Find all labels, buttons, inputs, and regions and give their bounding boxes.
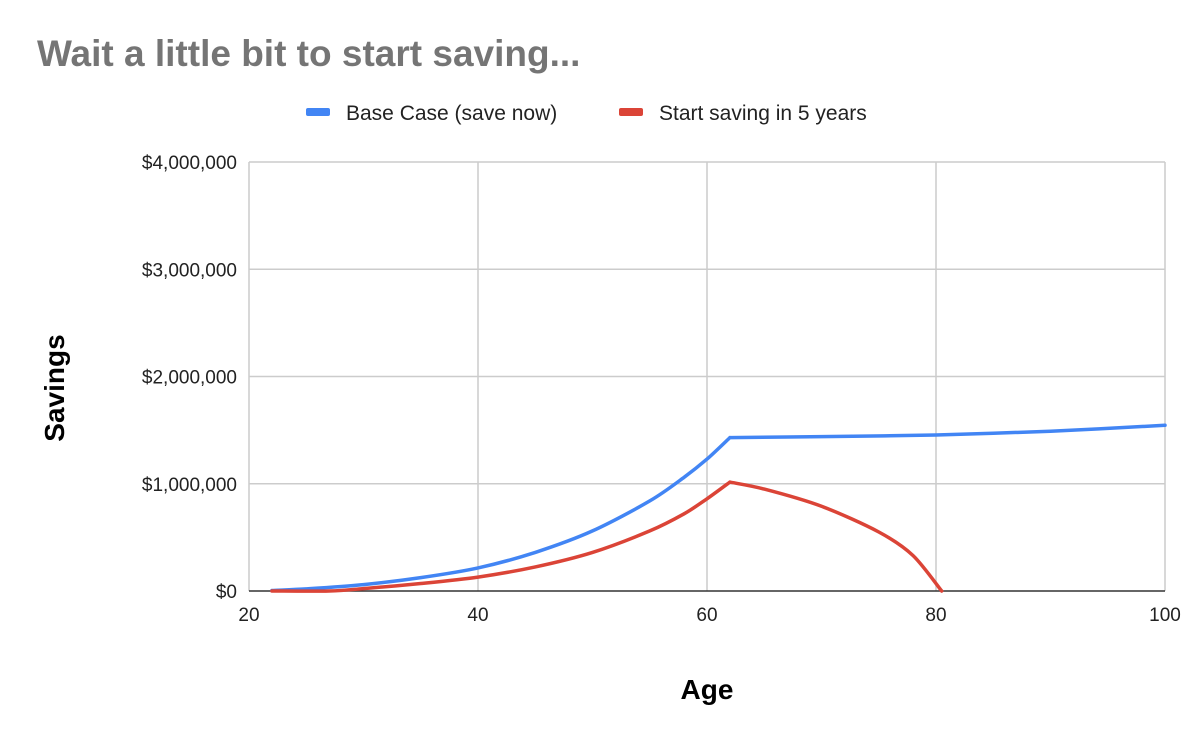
x-tick-label: 40 xyxy=(467,605,488,626)
legend-swatch-2 xyxy=(619,108,643,116)
y-axis-title: Savings xyxy=(39,334,70,441)
chart-title: Wait a little bit to start saving... xyxy=(37,33,581,74)
x-tick-label: 80 xyxy=(925,605,946,626)
grid-lines xyxy=(248,161,1166,591)
y-tick-labels: $0 $1,000,000 $2,000,000 $3,000,000 $4,000,0… xyxy=(142,153,237,603)
y-tick-label: $3,000,000 xyxy=(142,260,237,281)
y-tick-label: $4,000,000 xyxy=(142,153,237,174)
x-tick-label: 60 xyxy=(696,605,717,626)
x-tick-label: 100 xyxy=(1149,605,1181,626)
x-tick-label: 20 xyxy=(238,605,259,626)
series-line-2 xyxy=(270,480,944,593)
legend-label-1: Base Case (save now) xyxy=(346,102,557,125)
series-lines xyxy=(270,423,1167,593)
x-tick-labels: 20 40 60 80 100 xyxy=(238,605,1180,626)
legend-label-2: Start saving in 5 years xyxy=(659,102,867,125)
y-tick-label: $2,000,000 xyxy=(142,368,237,389)
legend: Base Case (save now) Start saving in 5 ye… xyxy=(306,102,867,125)
y-tick-label: $0 xyxy=(216,582,237,603)
x-axis-title: Age xyxy=(681,674,734,705)
y-tick-label: $1,000,000 xyxy=(142,475,237,496)
legend-swatch-1 xyxy=(306,108,330,116)
series-line-1 xyxy=(270,423,1167,593)
